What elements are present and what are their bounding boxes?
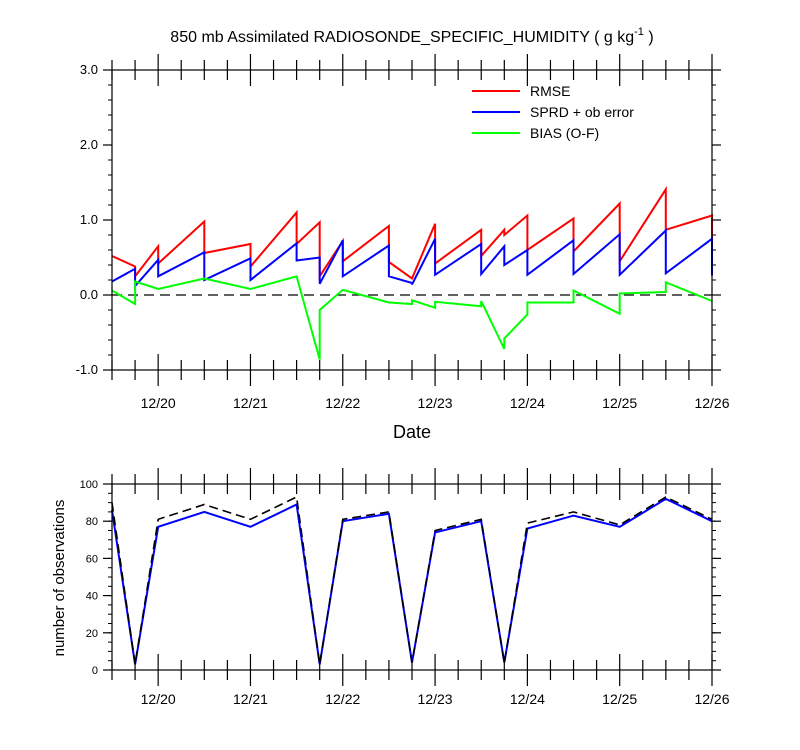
series-line-sprd-ob-error [111, 228, 713, 289]
y-tick-label: 100 [80, 479, 98, 491]
y-tick-label: 2.0 [80, 137, 98, 152]
y-tick-label: 1.0 [80, 212, 98, 227]
y-tick-label: 40 [86, 591, 98, 603]
legend-label: RMSE [530, 83, 570, 99]
chart-title: 850 mb Assimilated RADIOSONDE_SPECIFIC_H… [170, 26, 653, 46]
x-tick-label: 12/24 [510, 395, 545, 411]
x-tick-label: 12/21 [233, 395, 268, 411]
x-tick-label: 12/24 [510, 691, 545, 707]
x-tick-label: 12/20 [141, 395, 176, 411]
chart-title-end: ) [644, 29, 654, 46]
y-tick-label: -1.0 [76, 362, 98, 377]
series-line-possible [111, 495, 713, 665]
x-tick-label: 12/23 [418, 691, 453, 707]
top-chart-panel: 850 mb Assimilated RADIOSONDE_SPECIFIC_H… [76, 26, 730, 442]
legend-label: SPRD + ob error [530, 104, 634, 120]
legend-label: BIAS (O-F) [530, 125, 599, 141]
x-tick-label: 12/21 [233, 691, 268, 707]
x-tick-label: 12/22 [325, 691, 360, 707]
y-tick-label: 20 [86, 628, 98, 640]
x-tick-label: 12/22 [325, 395, 360, 411]
x-tick-label: 12/25 [602, 691, 637, 707]
legend: RMSE SPRD + ob error BIAS (O-F) [472, 83, 634, 141]
series-line-rmse [111, 185, 713, 281]
x-tick-label: 12/20 [141, 691, 176, 707]
series-line-bias-o-f [111, 275, 713, 360]
x-tick-label: 12/26 [694, 691, 729, 707]
y-tick-label: 80 [86, 516, 98, 528]
y-tick-label: 3.0 [80, 62, 98, 77]
y-axis-label-observations: number of observations [51, 500, 68, 657]
y-tick-label: 60 [86, 553, 98, 565]
series-line-used [111, 497, 713, 665]
y-tick-label: 0 [92, 665, 98, 677]
x-tick-label: 12/23 [418, 395, 453, 411]
bottom-chart-panel: 0 20 40 60 80 100 12/20 12/21 12/22 12/23 12/24 12/… [51, 468, 730, 707]
y-tick-label: 0.0 [80, 287, 98, 302]
x-axis-label: Date [393, 422, 431, 442]
chart-title-superscript: -1 [634, 26, 644, 38]
x-tick-label: 12/25 [602, 395, 637, 411]
chart-title-main: 850 mb Assimilated RADIOSONDE_SPECIFIC_H… [170, 29, 634, 46]
x-tick-label: 12/26 [694, 395, 729, 411]
